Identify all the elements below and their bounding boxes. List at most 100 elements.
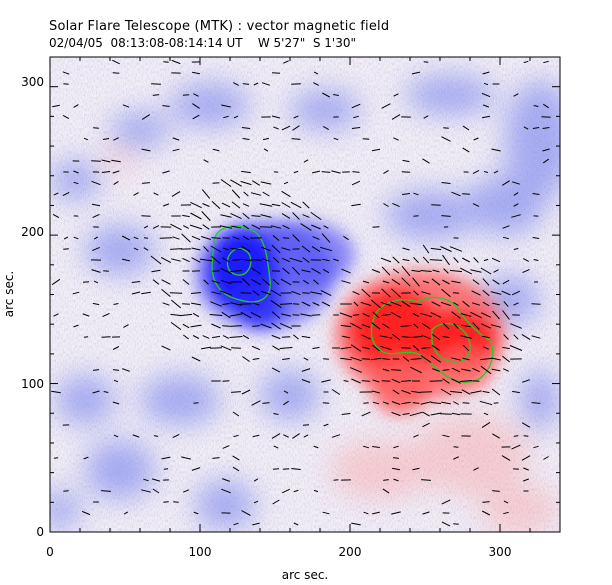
field-vector [182, 214, 190, 218]
field-vector [192, 335, 200, 339]
field-vector [430, 412, 442, 416]
field-vector [133, 247, 139, 251]
field-vector [323, 225, 329, 229]
field-vector [482, 301, 490, 307]
field-vector [401, 336, 411, 338]
field-vector [339, 312, 353, 318]
field-vector [482, 390, 490, 394]
field-vector [220, 345, 232, 351]
field-vector [223, 247, 229, 251]
field-vector [232, 455, 240, 461]
field-vector [291, 290, 301, 296]
field-vector [513, 203, 519, 207]
field-vector [331, 170, 341, 174]
field-vector [491, 357, 501, 361]
field-vector [279, 347, 293, 349]
field-vector [492, 310, 500, 320]
field-vector [413, 290, 419, 296]
field-vector [73, 324, 79, 328]
field-vector [192, 312, 200, 318]
field-vector [251, 278, 261, 286]
field-vector [242, 356, 250, 362]
field-vector [490, 291, 502, 295]
field-vector [422, 511, 430, 515]
field-vector [381, 288, 391, 298]
field-vector [391, 378, 401, 384]
field-vector [212, 457, 220, 459]
field-vector [220, 214, 232, 218]
field-vector [222, 303, 230, 305]
field-vector [193, 93, 199, 97]
field-vector [480, 312, 492, 318]
field-vector [483, 258, 489, 262]
field-vector [412, 277, 420, 287]
field-vector [272, 468, 280, 470]
field-vector [51, 278, 61, 286]
x-tick-label: 0 [46, 545, 54, 559]
field-vector [253, 500, 259, 504]
field-vector [163, 61, 169, 63]
field-vector [470, 390, 482, 394]
field-vector [191, 467, 201, 471]
field-vector [462, 402, 470, 404]
field-vector [271, 72, 281, 74]
field-vector [350, 344, 362, 352]
field-vector [343, 380, 349, 382]
field-vector [301, 245, 311, 253]
field-vector [303, 357, 309, 361]
field-vector [532, 193, 540, 195]
field-vector [532, 127, 540, 129]
field-vector [361, 380, 371, 382]
field-vector [451, 378, 461, 384]
field-vector [310, 291, 322, 295]
field-vector [113, 303, 119, 305]
field-vector [351, 378, 361, 384]
field-vector [383, 401, 389, 405]
x-axis-tick-labels: 0 100 200 300 [46, 545, 511, 559]
field-vector [201, 211, 211, 221]
field-vector [392, 202, 400, 208]
field-vector [170, 313, 182, 317]
field-vector [363, 511, 369, 515]
field-vector [142, 182, 150, 184]
field-vector [441, 401, 451, 405]
field-vector [492, 302, 500, 306]
field-vector [173, 501, 179, 503]
field-vector [412, 313, 420, 317]
field-vector [272, 256, 280, 264]
field-vector [172, 137, 180, 141]
field-vector [513, 435, 519, 437]
field-vector [400, 380, 412, 382]
field-vector [220, 179, 232, 187]
field-vector [533, 259, 539, 261]
field-vector [262, 137, 270, 141]
field-vector [271, 322, 281, 330]
field-vector [533, 445, 539, 449]
field-vector [442, 369, 450, 371]
field-vector [123, 324, 129, 328]
field-vector [281, 213, 291, 219]
field-vector [542, 148, 550, 152]
field-vector [241, 245, 251, 253]
x-tick-label: 300 [489, 545, 512, 559]
field-vector [412, 345, 420, 351]
field-vector [229, 336, 243, 338]
field-vector [462, 357, 470, 361]
field-vector [240, 180, 252, 186]
field-vector [441, 136, 451, 142]
field-vector [522, 268, 530, 274]
field-vector [542, 158, 550, 164]
field-vector [231, 201, 241, 209]
field-vector [422, 244, 430, 254]
field-vector [480, 365, 492, 375]
field-vector [241, 278, 251, 286]
field-vector [92, 246, 100, 252]
field-vector [450, 390, 462, 394]
field-vector [481, 323, 491, 329]
field-vector [162, 170, 170, 174]
field-vector [402, 159, 410, 163]
contour-positive-inner [431, 323, 471, 363]
field-vector [302, 201, 310, 209]
field-vector [162, 302, 170, 306]
field-vector [291, 138, 301, 140]
